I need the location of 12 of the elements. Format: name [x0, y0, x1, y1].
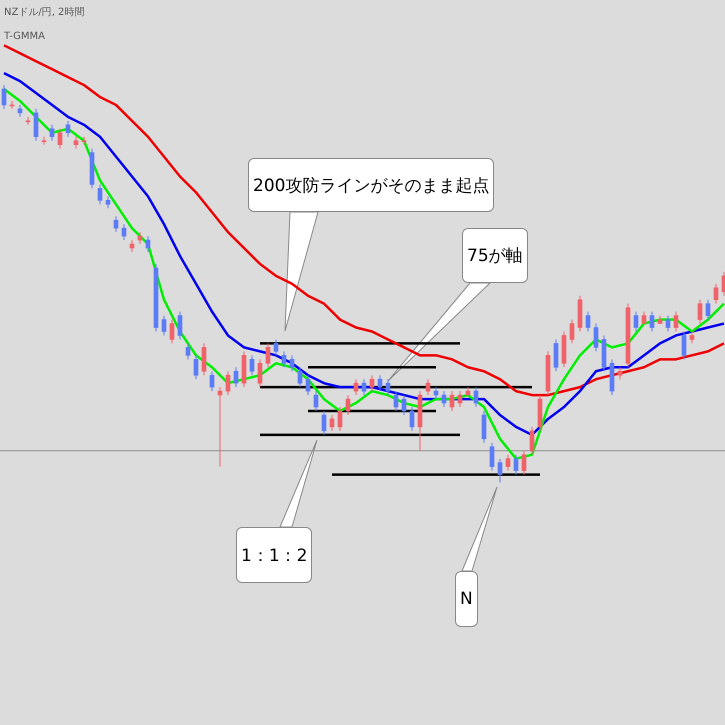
annotation: 200攻防ラインがそのまま起点 — [248, 158, 494, 212]
text: 1：1：2 — [236, 527, 312, 583]
candlestick — [146, 236, 150, 252]
candlestick — [130, 240, 134, 252]
annotation: 75が軸 — [462, 228, 528, 283]
candlestick — [658, 315, 662, 324]
chart-subtitle: T-GMMA — [4, 31, 46, 42]
chart-title: NZドル/円, 2時間 — [4, 6, 84, 19]
candlestick — [690, 330, 694, 344]
candlestick — [10, 100, 14, 110]
text: N — [455, 571, 478, 627]
candlestick — [666, 315, 670, 332]
